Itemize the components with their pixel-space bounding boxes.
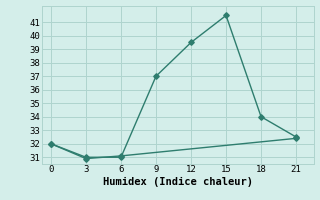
X-axis label: Humidex (Indice chaleur): Humidex (Indice chaleur) bbox=[103, 177, 252, 187]
